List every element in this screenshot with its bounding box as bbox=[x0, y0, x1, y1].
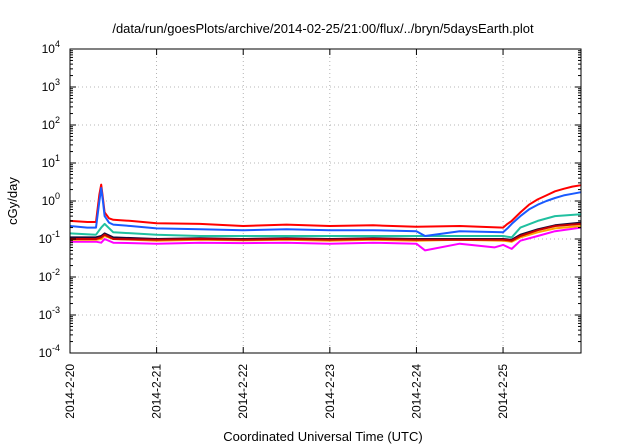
tick-marks bbox=[69, 48, 581, 354]
series-line-5 bbox=[69, 213, 582, 239]
y-tick-label: 100 bbox=[42, 191, 60, 208]
y-tick-label: 102 bbox=[42, 115, 60, 132]
y-tick-label: 103 bbox=[42, 77, 60, 94]
y-tick-label: 10-2 bbox=[39, 267, 60, 284]
x-tick-labels: 2014-2-20 2014-2-21 2014-2-22 2014-2-23 2014… bbox=[63, 364, 510, 419]
y-axis-label: cGy/day bbox=[5, 177, 20, 225]
data-series bbox=[69, 183, 582, 252]
x-tick-label: 2014-2-23 bbox=[323, 364, 337, 419]
y-tick-label: 10-1 bbox=[39, 229, 60, 246]
x-tick-label: 2014-2-21 bbox=[150, 364, 164, 419]
series-line-6 bbox=[69, 183, 582, 229]
x-axis-label: Coordinated Universal Time (UTC) bbox=[223, 429, 422, 444]
x-tick-label: 2014-2-24 bbox=[409, 364, 423, 419]
y-tick-label: 101 bbox=[42, 153, 60, 170]
y-tick-label: 10-3 bbox=[39, 305, 60, 322]
y-tick-label: 10-4 bbox=[39, 343, 60, 360]
x-tick-label: 2014-2-20 bbox=[63, 364, 77, 419]
series-line-7 bbox=[69, 187, 582, 237]
grid bbox=[70, 49, 581, 353]
x-tick-label: 2014-2-25 bbox=[496, 364, 510, 419]
series-line-1 bbox=[70, 226, 582, 252]
chart-title: /data/run/goesPlots/archive/2014-02-25/2… bbox=[112, 21, 534, 36]
x-tick-label: 2014-2-22 bbox=[236, 364, 250, 419]
series-line-4 bbox=[70, 222, 582, 242]
y-tick-labels: 10-4 10-3 10-2 10-1 100 101 102 103 104 bbox=[39, 39, 60, 360]
y-tick-label: 104 bbox=[42, 39, 60, 56]
